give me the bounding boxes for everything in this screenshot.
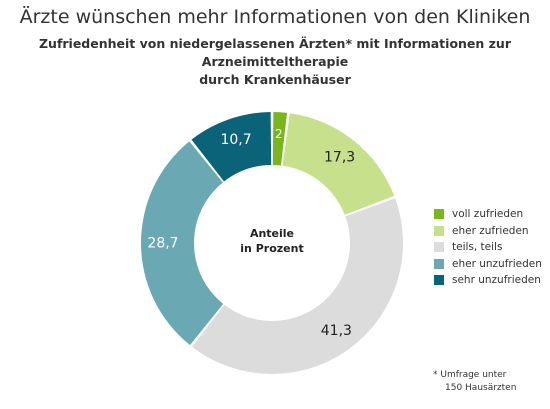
donut-value-label: 2 — [275, 127, 283, 141]
chart-subtitle: Zufriedenheit von niedergelassenen Ärzte… — [30, 35, 520, 89]
chart-title: Ärzte wünschen mehr Informationen von de… — [19, 6, 531, 28]
donut-slice — [192, 198, 403, 375]
donut-slice — [141, 141, 224, 346]
legend-label: eher unzufrieden — [452, 257, 542, 270]
donut-value-label: 41,3 — [321, 323, 352, 339]
legend-item-voll-zufrieden: voll zufrieden — [434, 206, 542, 222]
donut-value-label: 17,3 — [324, 150, 355, 166]
legend-label: eher zufrieden — [452, 224, 529, 237]
chart-subtitle-line-2: durch Krankenhäuser — [199, 72, 351, 87]
footnote-line-2: 150 Hausärzten — [445, 383, 517, 393]
legend-label: teils, teils — [452, 241, 503, 253]
legend-swatch — [434, 275, 444, 285]
legend-item-eher-unzufrieden: eher unzufrieden — [434, 256, 542, 272]
legend-item-sehr-unzufrieden: sehr unzufrieden — [434, 272, 542, 288]
donut-slices — [141, 112, 403, 375]
legend-item-teils-teils: teils, teils — [434, 239, 542, 255]
donut-value-label: 28,7 — [147, 235, 178, 251]
legend: voll zufrieden eher zufrieden teils, tei… — [434, 206, 542, 289]
footnote-line-1: * Umfrage unter — [433, 370, 507, 380]
center-label-line-1: Anteile — [250, 227, 294, 240]
legend-swatch — [434, 225, 444, 236]
legend-swatch — [434, 209, 444, 219]
donut-slice — [191, 112, 272, 182]
donut-value-label: 10,7 — [220, 132, 251, 148]
legend-item-eher-zufrieden: eher zufrieden — [434, 223, 542, 239]
legend-swatch — [434, 258, 444, 269]
center-label-line-2: in Prozent — [240, 242, 303, 255]
legend-label: voll zufrieden — [452, 208, 524, 220]
legend-label: sehr unzufrieden — [452, 274, 541, 286]
donut-slice — [282, 113, 395, 215]
footnote: * Umfrage unter 150 Hausärzten — [433, 369, 516, 395]
donut-value-labels: 2 17,3 41,3 28,7 10,7 — [147, 127, 355, 339]
donut-slice — [272, 112, 288, 166]
legend-swatch — [434, 242, 444, 252]
chart-subtitle-line-1: Zufriedenheit von niedergelassenen Ärzte… — [38, 36, 511, 69]
